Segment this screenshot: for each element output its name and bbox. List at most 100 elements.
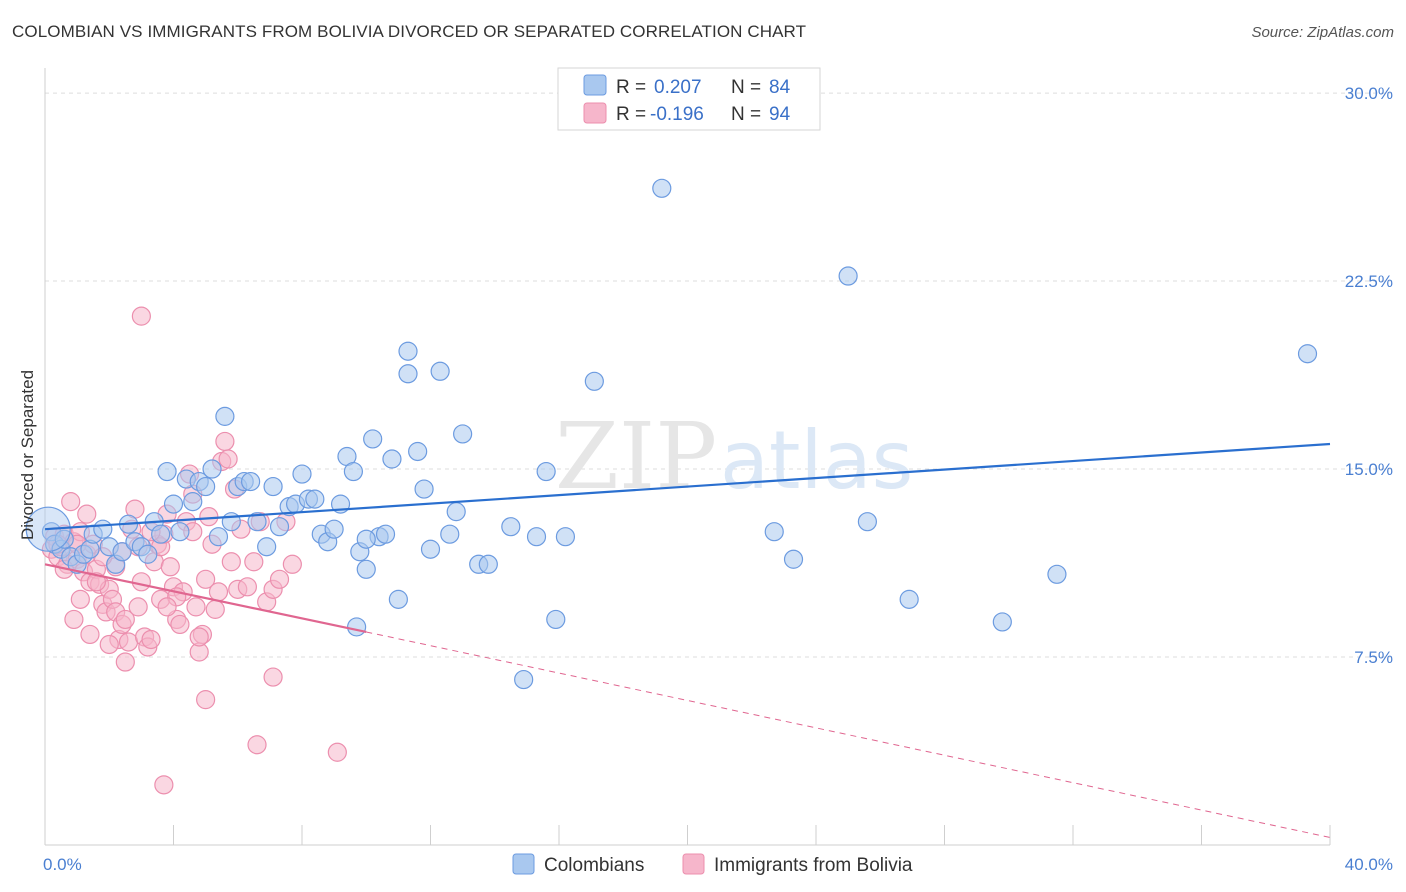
trend-line-bolivia [44,563,367,634]
bolivia-point-28 [131,572,151,592]
colombians-point-47 [343,461,363,482]
y-axis-label: Divorced or Separated [18,370,37,540]
bolivia-point-76 [154,775,174,795]
legend-n-value-0: 84 [769,77,791,98]
watermark-atlas: atlas [720,414,913,507]
bolivia-point-54 [215,431,235,452]
legend-r-value-1: -0.196 [650,104,704,125]
colombians-point-53 [382,449,402,469]
colombians-point-44 [324,519,344,539]
bottom-legend-swatch-bolivia [682,853,705,875]
colombians-point-23 [183,492,203,512]
colombians-point-54 [388,589,408,609]
legend-swatch-bolivia [583,102,607,124]
y-tick-label-0: 7.5% [1354,648,1393,667]
colombians-point-65 [501,517,521,537]
bolivia-point-69 [99,634,119,655]
colombians-point-52 [375,524,396,544]
bolivia-point-70 [115,652,135,672]
colombians-point-57 [414,479,434,499]
colombians-point-59 [430,361,450,381]
colombians-point-49 [356,559,376,579]
bolivia-point-93 [77,504,97,524]
colombians-point-3 [54,529,74,549]
colombians-point-19 [157,461,177,482]
bottom-legend-swatch-colombians [512,853,535,875]
bolivia-point-60 [237,577,257,597]
watermark: ZIP atlas [555,403,913,510]
colombians-point-21 [170,522,190,542]
legend-r-label-0: R = [616,77,646,98]
colombians-point-61 [446,502,466,522]
colombians-point-58 [420,539,441,559]
trend-line-colombians [44,442,1331,531]
colombians-point-75 [838,266,858,286]
colombians-point-78 [992,612,1012,632]
colombians-point-82 [398,341,418,361]
bolivia-point-52 [208,582,229,602]
legend-r-value-0: 0.207 [654,77,702,98]
colombians-point-70 [555,527,576,547]
bolivia-point-40 [170,614,190,635]
bolivia-point-84 [157,597,177,617]
bolivia-point-65 [269,569,290,589]
bolivia-point-49 [199,507,219,527]
y-tick-label-1: 15.0% [1345,460,1393,479]
bolivia-point-31 [141,629,161,650]
bolivia-point-79 [70,589,90,609]
bolivia-point-81 [128,597,148,617]
colombians-point-64 [478,554,498,574]
colombians-point-71 [584,371,604,391]
colombians-point-18 [151,524,171,544]
colombians-point-62 [453,424,473,444]
bolivia-point-24 [118,632,139,652]
colombians-point-79 [1047,564,1067,584]
bolivia-point-56 [221,552,241,572]
colombians-point-9 [93,519,113,539]
colombians-point-77 [899,589,919,609]
colombians-point-74 [783,549,804,569]
legend-n-label-1: N = [731,104,761,125]
colombians-point-16 [138,544,158,564]
colombians-point-20 [163,494,184,514]
colombians-point-73 [764,522,784,542]
bolivia-point-80 [86,572,107,592]
bolivia-point-67 [282,554,302,574]
colombians-point-36 [269,517,290,537]
series-legend: Colombians Immigrants from Bolivia [512,853,913,876]
legend-swatch-colombians [583,74,607,96]
tick-labels: 7.5% 15.0% 22.5% 30.0% 0.0% 40.0% [43,84,1393,874]
bolivia-point-37 [160,557,180,577]
bolivia-point-68 [131,306,151,326]
bolivia-point-48 [196,569,216,589]
bolivia-point-72 [189,627,209,647]
colombians-point-83 [347,617,367,637]
trend-line-bolivia-extension [366,631,1331,838]
correlation-legend: R = 0.207 N = 84 R = -0.196 N = 94 [557,67,821,131]
bottom-legend-colombians: Colombians [544,855,644,876]
colombians-point-69 [546,609,566,630]
colombians-point-32 [241,471,261,492]
x-tick-label-0: 0.0% [43,855,82,874]
chart-title: COLOMBIAN VS IMMIGRANTS FROM BOLIVIA DIV… [12,22,807,41]
colombians-point-41 [305,489,325,509]
colombians-point-28 [215,406,235,426]
colombians-point-50 [363,429,383,449]
bottom-legend-bolivia: Immigrants from Bolivia [714,855,913,876]
legend-n-label-0: N = [731,77,761,98]
colombians-point-35 [263,476,283,497]
colombians-point-80 [1297,344,1318,364]
legend-n-value-1: 94 [769,104,791,125]
colombians-point-33 [247,512,267,532]
y-tick-label-3: 30.0% [1345,84,1393,103]
bolivia-point-51 [205,599,225,619]
chart-source: Source: ZipAtlas.com [1251,24,1394,41]
bolivia-point-83 [80,624,100,645]
colombians-point-39 [292,464,312,484]
colombians-point-60 [440,524,460,544]
bolivia-point-45 [186,597,206,617]
colombians-point-66 [514,669,534,690]
y-tick-label-2: 22.5% [1345,272,1393,291]
bolivia-point-23 [115,609,135,630]
